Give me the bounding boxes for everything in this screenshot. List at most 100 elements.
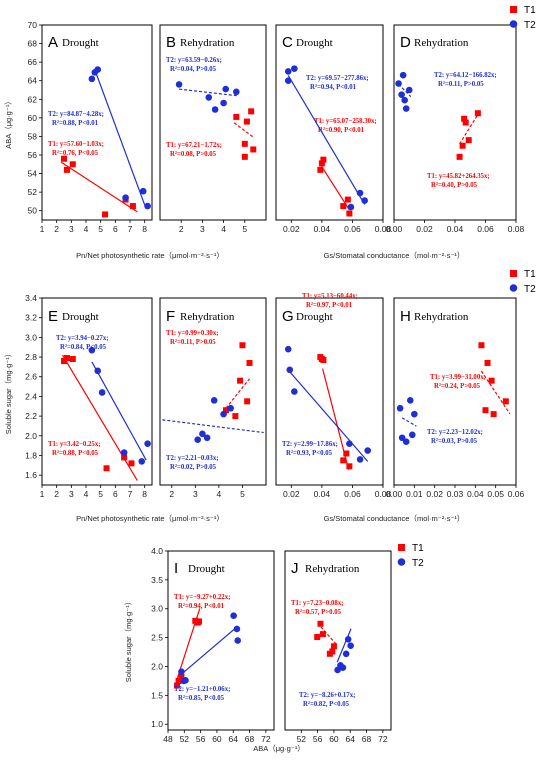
x-tick-label: 4 bbox=[221, 224, 226, 234]
data-point-circle bbox=[175, 81, 183, 88]
y-axis-label: Soluble sugar（mg·g⁻¹） bbox=[124, 598, 133, 682]
data-point-square bbox=[248, 108, 255, 115]
data-point-square bbox=[320, 357, 327, 364]
stats-label: R²=0.24, P>0.05 bbox=[434, 383, 481, 390]
y-tick-label: 50 bbox=[28, 206, 38, 216]
data-point-circle bbox=[291, 65, 298, 72]
data-point-square bbox=[318, 160, 325, 167]
equation-label: T2: y=69.57−277.86x; bbox=[306, 75, 369, 82]
y-tick-label: 2.5 bbox=[151, 633, 163, 643]
x-tick-label: 0.08 bbox=[375, 489, 392, 499]
stats-label: R²=0.08, P>0.05 bbox=[170, 151, 217, 158]
y-tick-label: 68 bbox=[28, 39, 38, 49]
data-point-square bbox=[459, 142, 466, 149]
x-tick-label: 8 bbox=[142, 224, 147, 234]
data-point-circle bbox=[395, 80, 402, 87]
equation-label: T1: y=45.82+264.35x; bbox=[427, 173, 490, 180]
data-point-circle bbox=[398, 91, 405, 98]
data-point-circle bbox=[94, 367, 102, 375]
equation-label: T2: y=63.59−0.26x; bbox=[166, 57, 222, 64]
x-tick-label: 72 bbox=[378, 734, 388, 744]
stats-label: R²=0.88, P<0.05 bbox=[52, 450, 99, 457]
equation-label: T1: y=65.07−258.30x; bbox=[314, 118, 377, 125]
series-t2: T2: y=64.12−166.82x; R²=0.11, P>0.05 bbox=[395, 71, 497, 112]
data-point-square bbox=[243, 118, 250, 125]
legend-label-t1: T1 bbox=[524, 5, 536, 16]
panel-condition: Rehydration bbox=[305, 563, 360, 575]
data-point-square bbox=[246, 359, 253, 366]
data-point-square bbox=[490, 411, 497, 418]
equation-label: T2: y=−1.21+0.06x; bbox=[174, 686, 230, 693]
data-point-circle bbox=[405, 86, 413, 94]
data-point-circle bbox=[402, 105, 410, 112]
regression-line bbox=[398, 83, 412, 98]
regression-line bbox=[94, 69, 147, 210]
legend-label-t2: T2 bbox=[524, 284, 536, 295]
regression-line bbox=[287, 75, 366, 205]
y-tick-label: 1.8 bbox=[25, 450, 37, 460]
equation-label: T2: y=2.23−12.02x; bbox=[427, 429, 483, 436]
panel-letter: I bbox=[174, 560, 178, 577]
panel-g: 0.02 0.04 0.06 0.08 Gs/Stomatal conductance（… bbox=[275, 293, 464, 523]
data-point-square bbox=[346, 210, 353, 217]
legend-marker-t2 bbox=[509, 20, 518, 28]
x-tick-label: 5 bbox=[240, 489, 245, 499]
y-tick-label: 52 bbox=[28, 187, 38, 197]
x-tick-label: 0.06 bbox=[508, 489, 525, 499]
data-point-square bbox=[195, 618, 202, 625]
x-tick-label: 52 bbox=[297, 734, 307, 744]
panel-letter: E bbox=[48, 308, 58, 325]
data-point-circle bbox=[122, 194, 129, 202]
equation-label: T1: y=5.13−60.44x; bbox=[302, 293, 358, 300]
data-point-circle bbox=[396, 404, 404, 412]
data-point-circle bbox=[284, 345, 292, 353]
equation-label: T1: y=−9.27+0.22x; bbox=[174, 594, 230, 601]
panel-frame bbox=[393, 297, 517, 486]
regression-line bbox=[480, 370, 511, 415]
data-point-circle bbox=[227, 404, 234, 412]
panel-condition: Drought bbox=[296, 37, 333, 49]
data-point-circle bbox=[144, 440, 151, 447]
series-t2: T2: y=63.59−0.26x; R²=0.04, P>0.05 bbox=[166, 57, 240, 113]
data-point-square bbox=[482, 407, 489, 414]
data-point-square bbox=[233, 113, 240, 120]
series-t2: T2: y=−1.21+0.06x; R²=0.85, P<0.05 bbox=[174, 612, 242, 702]
x-tick-label: 3 bbox=[69, 489, 74, 499]
series-t2: T2: y=84.87−4.28x; R²=0.88, P<0.01 bbox=[48, 66, 151, 210]
x-tick-label: 5 bbox=[98, 489, 103, 499]
data-point-square bbox=[121, 454, 128, 461]
data-point-circle bbox=[364, 447, 372, 454]
x-tick-label: 0.04 bbox=[467, 489, 484, 499]
panel-letter: A bbox=[48, 34, 58, 51]
stats-label: R²=0.88, P<0.01 bbox=[52, 120, 99, 127]
legend-marker-t2 bbox=[509, 284, 518, 292]
data-point-square bbox=[63, 355, 70, 362]
panel-f: 2 3 4 5 F Rehydration T1: y=0.99+0.30x; R²=0.11… bbox=[159, 297, 267, 499]
data-point-circle bbox=[88, 346, 96, 354]
x-tick-label: 1 bbox=[40, 489, 45, 499]
data-point-circle bbox=[234, 637, 242, 644]
x-axis-label: Gs/Stomatal conductance（mol·m⁻²·s⁻¹） bbox=[324, 251, 465, 260]
x-axis-label: ABA（μg·g⁻¹） bbox=[253, 744, 305, 753]
x-tick-label: 7 bbox=[128, 489, 133, 499]
regression-line bbox=[162, 419, 264, 434]
data-point-square bbox=[63, 166, 70, 173]
legend-label-t2: T2 bbox=[412, 558, 424, 569]
stats-label: R²=0.93, P<0.05 bbox=[286, 450, 333, 457]
y-tick-label: 56 bbox=[28, 150, 38, 160]
data-point-circle bbox=[347, 203, 355, 211]
regression-line bbox=[459, 114, 479, 145]
x-tick-label: 68 bbox=[245, 734, 255, 744]
data-point-square bbox=[343, 450, 350, 457]
x-tick-label: 52 bbox=[180, 734, 190, 744]
legend-label-t2: T2 bbox=[524, 20, 536, 31]
stats-label: R²=0.11, P>0.05 bbox=[170, 339, 216, 346]
equation-label: T1: y=0.99+0.30x; bbox=[166, 330, 219, 337]
regression-line bbox=[320, 626, 337, 645]
